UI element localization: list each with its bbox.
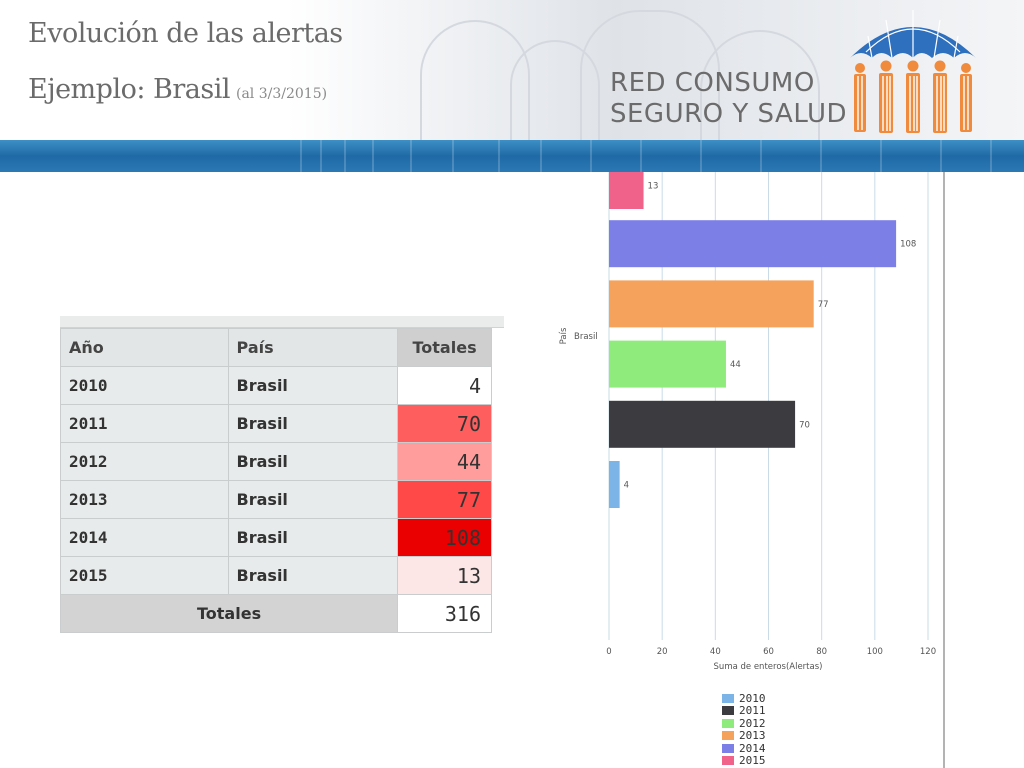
- legend-item-2013[interactable]: 2013: [722, 729, 766, 743]
- table-header-row: Año País Totales: [60, 328, 492, 367]
- cell-country: Brasil: [227, 404, 399, 443]
- x-tick-label: 20: [657, 647, 668, 657]
- alerts-table-panel: Año País Totales 2010 Brasil 4 2011 Brasil 70…: [59, 316, 504, 634]
- legend-swatch: [722, 706, 734, 716]
- data-label-2013: 77: [818, 300, 829, 310]
- legend-swatch: [722, 743, 734, 753]
- table-row: 2010 Brasil 4: [60, 366, 492, 405]
- cell-total: 77: [397, 480, 492, 519]
- cell-year: 2010: [60, 366, 229, 405]
- cell-year: 2012: [60, 442, 229, 481]
- umbrella-logo-icon: [850, 10, 976, 133]
- cell-total: 70: [397, 404, 492, 443]
- legend-label: 2011: [739, 704, 766, 718]
- legend-swatch: [722, 731, 734, 741]
- legend-label: 2013: [739, 729, 766, 743]
- cell-country: Brasil: [227, 480, 399, 519]
- page-title: Evolución de las alertas: [28, 18, 343, 49]
- subtitle-date: (al 3/3/2015): [236, 86, 328, 102]
- table-row: 2013 Brasil 77: [60, 480, 492, 519]
- legend-item-2012[interactable]: 2012: [722, 717, 766, 730]
- legend-label: 2015: [739, 754, 766, 768]
- brand-name: RED CONSUMO SEGURO Y SALUD: [610, 68, 847, 130]
- bar-2013: [609, 280, 814, 328]
- legend-item-2011[interactable]: 2011: [722, 704, 766, 718]
- legend-item-2010[interactable]: 2010: [722, 692, 766, 705]
- table-footer-row: Totales 316: [59, 594, 492, 633]
- cell-year: 2014: [60, 518, 229, 557]
- table-row: 2014 Brasil 108: [60, 518, 492, 557]
- table-toolbar: [60, 316, 504, 328]
- footer-label: Totales: [59, 594, 399, 633]
- data-label-2015: 13: [648, 182, 659, 192]
- brand-line-2: SEGURO Y SALUD: [610, 99, 848, 129]
- x-tick-label: 40: [710, 647, 721, 657]
- table-row: 2015 Brasil 13: [60, 556, 492, 595]
- bar-2015: [609, 172, 644, 209]
- x-axis-label: Suma de enteros(Alertas): [714, 662, 823, 672]
- x-tick-label: 120: [920, 647, 936, 657]
- bar-2012: [609, 340, 726, 388]
- alerts-table: Año País Totales 2010 Brasil 4 2011 Brasil 70…: [59, 328, 492, 633]
- cell-year: 2013: [60, 480, 229, 519]
- x-tick-label: 60: [763, 647, 774, 657]
- column-header-country[interactable]: País: [227, 328, 399, 367]
- header-banner: [0, 0, 1024, 172]
- cell-country: Brasil: [227, 442, 399, 481]
- table-row: 2011 Brasil 70: [60, 404, 492, 443]
- footer-total: 316: [397, 594, 492, 633]
- cell-total: 44: [397, 442, 492, 481]
- chart-legend: 2010 2011 2012 2013 2014 2015: [722, 692, 766, 767]
- x-tick-label: 0: [606, 647, 611, 657]
- y-group-label: Brasil: [574, 332, 598, 342]
- x-tick-label: 100: [867, 647, 883, 657]
- subtitle-main: Ejemplo: Brasil: [28, 74, 231, 105]
- cell-country: Brasil: [227, 556, 399, 595]
- background-arch: [700, 30, 820, 140]
- column-header-year[interactable]: Año: [60, 328, 229, 367]
- cell-total: 108: [397, 518, 492, 557]
- cell-total: 13: [397, 556, 492, 595]
- legend-swatch: [722, 756, 734, 766]
- bar-2010: [609, 461, 620, 508]
- cell-country: Brasil: [227, 366, 399, 405]
- data-label-2010: 4: [624, 481, 629, 491]
- legend-label: 2012: [739, 716, 766, 730]
- cell-year: 2011: [60, 404, 229, 443]
- header-stripe: [0, 140, 1024, 172]
- legend-item-2014[interactable]: 2014: [722, 742, 766, 755]
- bar-2014: [609, 220, 897, 268]
- column-header-totals[interactable]: Totales: [397, 328, 492, 367]
- legend-label: 2014: [739, 741, 766, 755]
- data-label-2014: 108: [900, 240, 916, 250]
- table-row: 2012 Brasil 44: [60, 442, 492, 481]
- y-axis-label: País: [559, 327, 569, 344]
- legend-swatch: [722, 718, 734, 728]
- data-label-2012: 44: [730, 360, 741, 370]
- legend-swatch: [722, 693, 734, 703]
- x-tick-label: 80: [816, 647, 827, 657]
- legend-label: 2010: [739, 691, 766, 705]
- cell-country: Brasil: [227, 518, 399, 557]
- page-subtitle: Ejemplo: Brasil (al 3/3/2015): [28, 74, 327, 105]
- brand-line-1: RED CONSUMO: [610, 68, 815, 98]
- data-label-2011: 70: [799, 420, 810, 430]
- legend-item-2015[interactable]: 2015: [722, 754, 766, 768]
- bar-2011: [609, 400, 796, 448]
- cell-year: 2015: [60, 556, 229, 595]
- cell-total: 4: [397, 366, 492, 405]
